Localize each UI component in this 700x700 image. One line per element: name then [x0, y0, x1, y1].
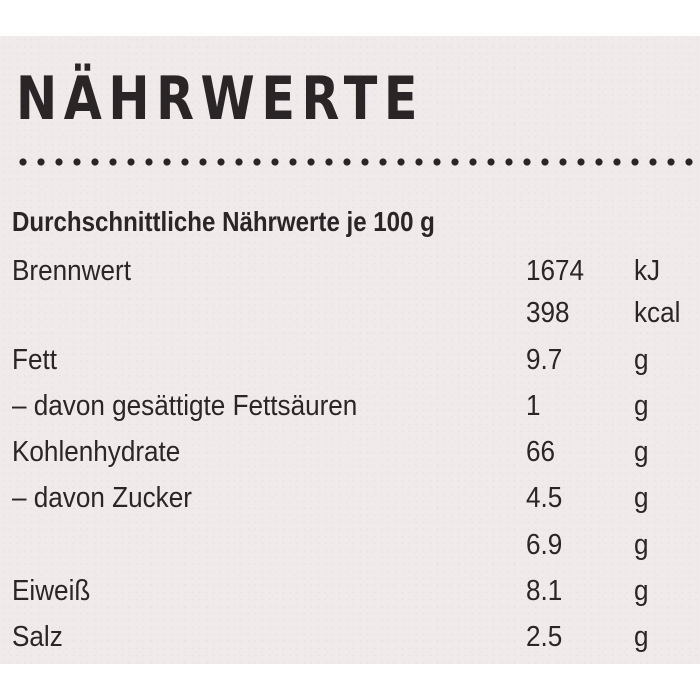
table-heading: Durchschnittliche Nährwerte je 100 g [12, 206, 435, 237]
row-unit: g [634, 482, 649, 514]
row-value: 1 [526, 390, 541, 422]
row-unit: kcal [634, 297, 681, 329]
row-label: – davon Zucker [12, 482, 192, 514]
row-value: 8.1 [526, 575, 563, 607]
table-row-energy-kcal: 398 kcal [0, 290, 700, 336]
table-row-carbohydrates: Kohlenhydrate 66 g [0, 429, 700, 475]
page-title: NÄHRWERTE [16, 64, 425, 134]
row-unit: g [634, 575, 649, 607]
row-value: 4.5 [526, 482, 563, 514]
row-unit: g [634, 436, 649, 468]
row-label: Eiweiß [12, 575, 91, 607]
row-value: 2.5 [526, 621, 563, 653]
table-row-sugar: – davon Zucker 4.5 g [0, 475, 700, 521]
dotted-divider [14, 157, 700, 167]
row-value: 1674 [526, 255, 585, 287]
row-label: – davon gesättigte Fettsäuren [12, 390, 358, 422]
row-unit: kJ [634, 255, 661, 287]
table-row-energy-kj: Brennwert 1674 kJ [0, 248, 700, 294]
row-unit: g [634, 529, 649, 561]
row-unit: g [634, 390, 649, 422]
table-row-protein: Eiweiß 8.1 g [0, 568, 700, 614]
row-value: 398 [526, 297, 570, 329]
row-value: 66 [526, 436, 556, 468]
row-label: Kohlenhydrate [12, 436, 181, 468]
row-label: Fett [12, 344, 57, 376]
row-unit: g [634, 344, 649, 376]
table-row-fat: Fett 9.7 g [0, 337, 700, 383]
row-label: Brennwert [12, 255, 131, 287]
row-value: 6.9 [526, 529, 563, 561]
table-row-unlabeled: 6.9 g [0, 522, 700, 568]
row-unit: g [634, 621, 649, 653]
nutrition-panel: NÄHRWERTE Durchschnittliche Nährwerte je… [0, 36, 700, 664]
row-label: Salz [12, 621, 63, 653]
table-row-salt: Salz 2.5 g [0, 614, 700, 660]
row-value: 9.7 [526, 344, 563, 376]
table-row-saturated-fat: – davon gesättigte Fettsäuren 1 g [0, 383, 700, 429]
